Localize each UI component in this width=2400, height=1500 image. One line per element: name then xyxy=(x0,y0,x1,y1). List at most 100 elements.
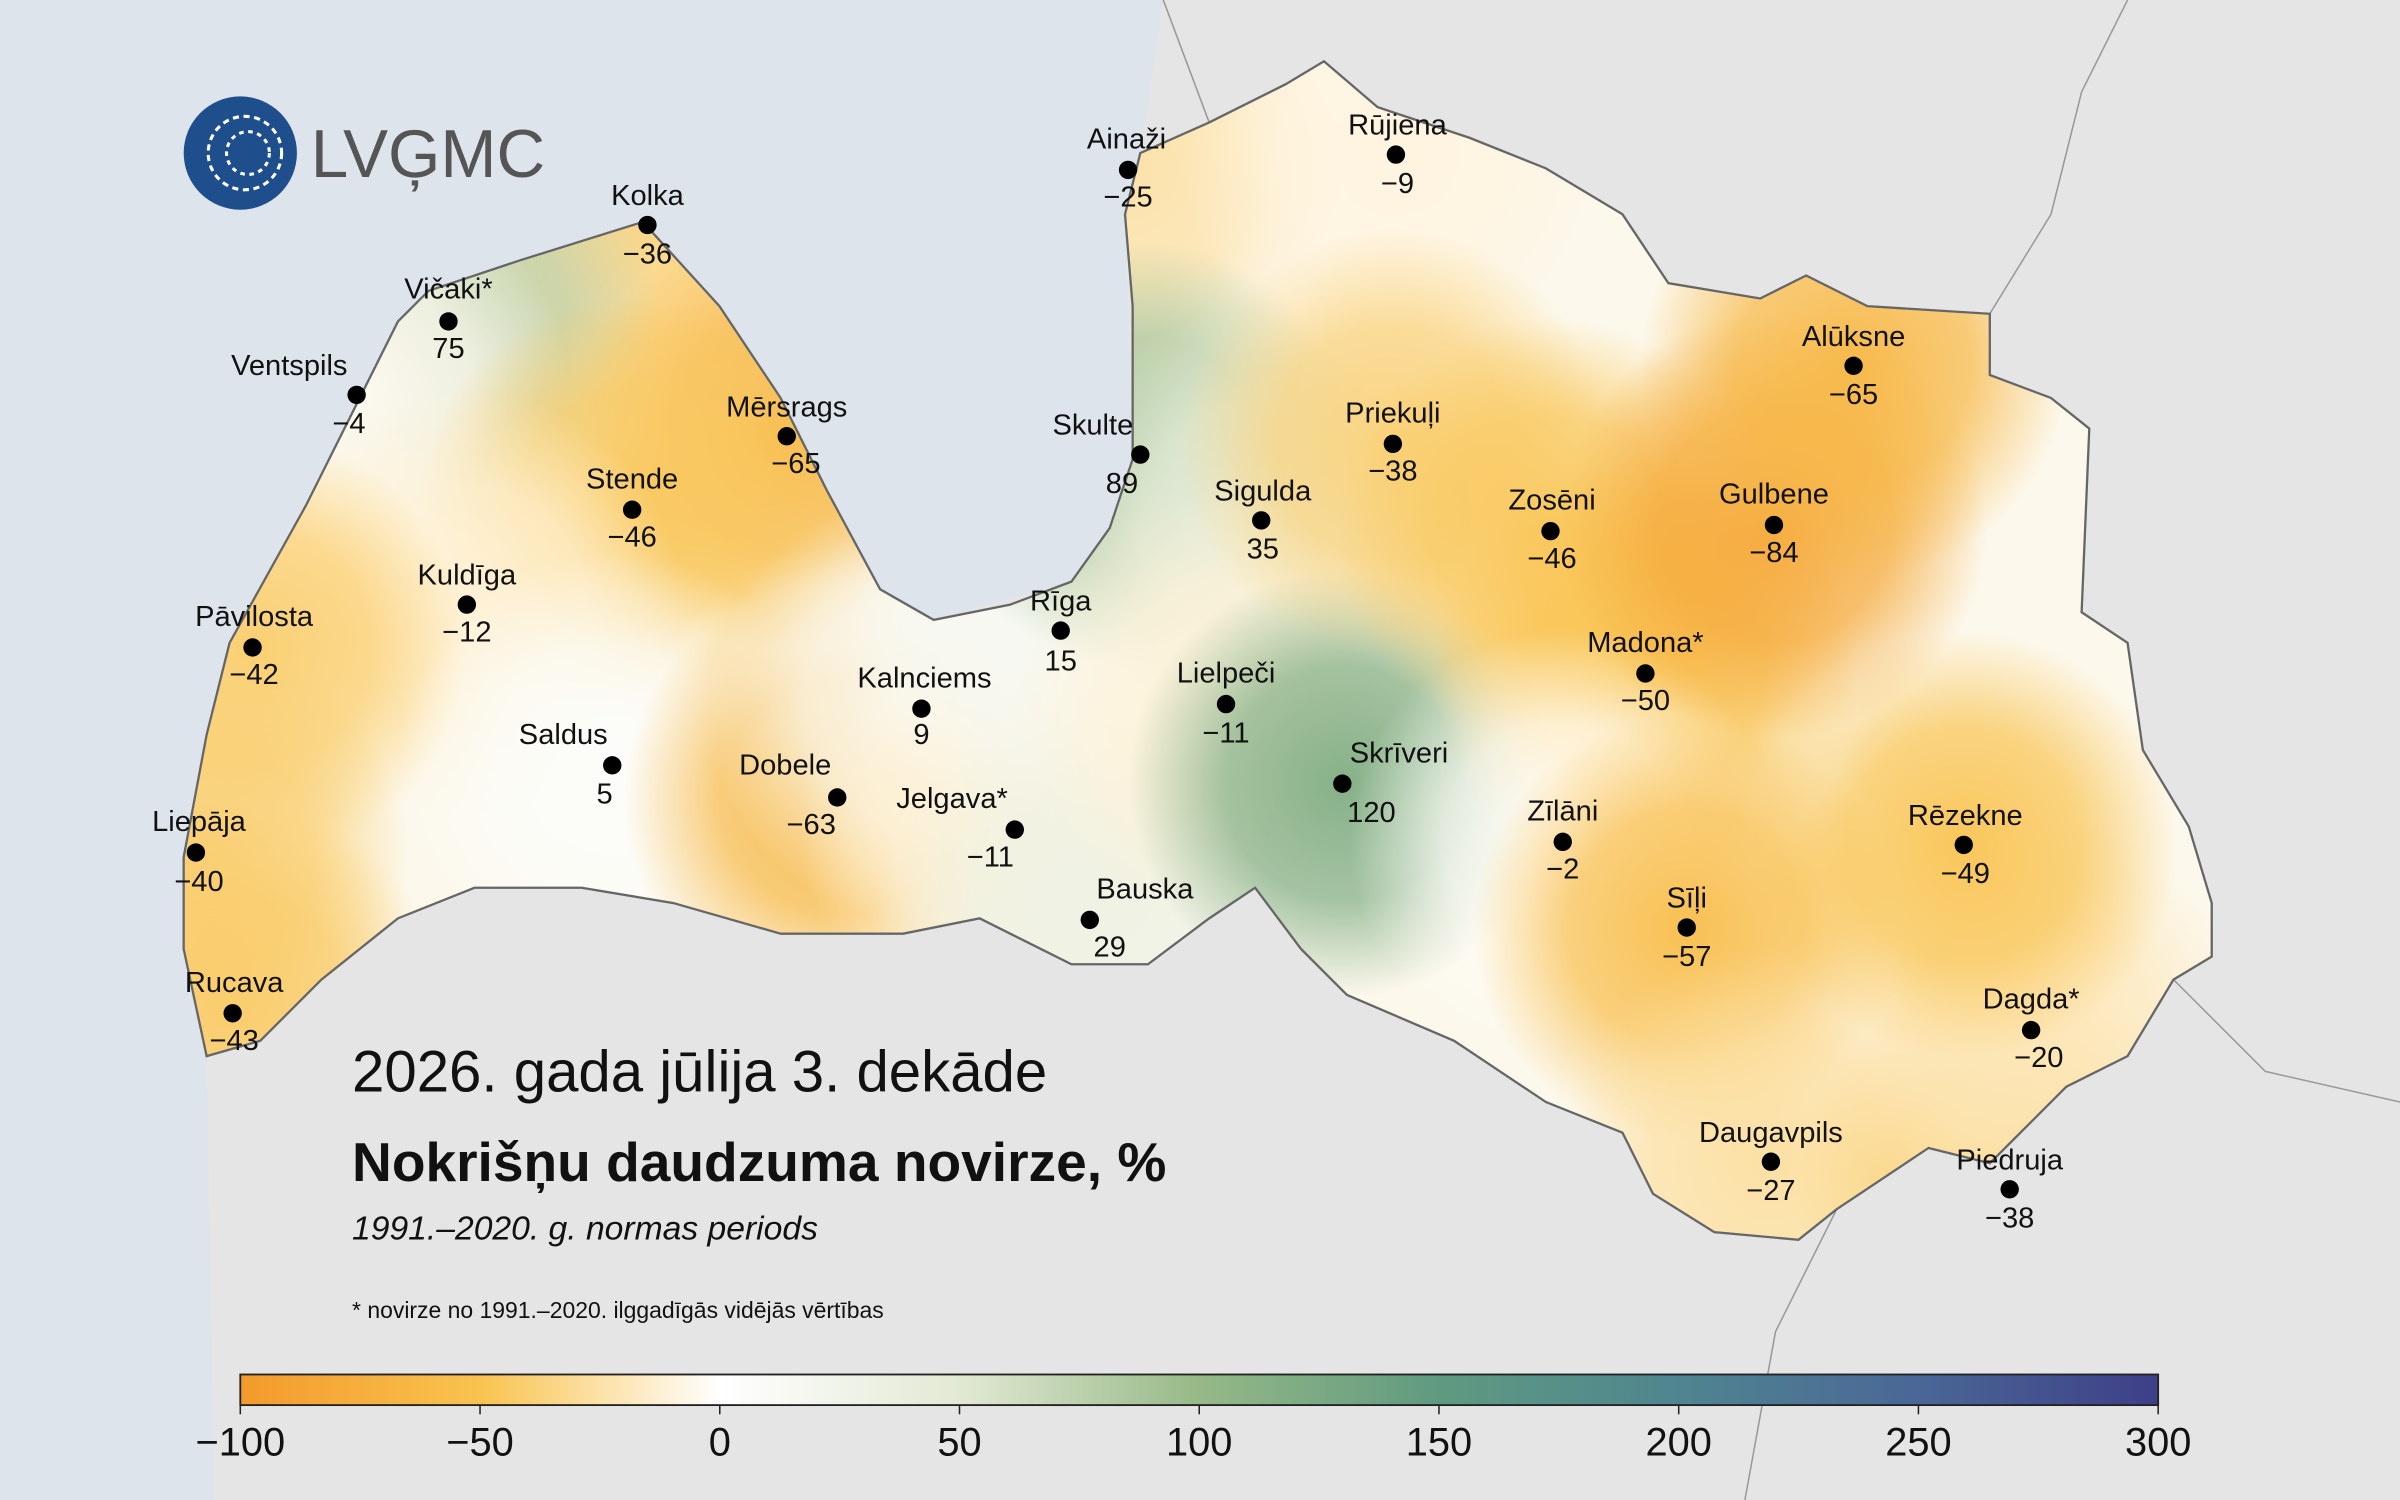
station-name: Stende xyxy=(586,463,678,495)
station-dot xyxy=(638,215,657,235)
station-name: Sigulda xyxy=(1214,476,1312,508)
colorbar-tick-label: 200 xyxy=(1646,1420,1712,1464)
colorbar-tick-label: −50 xyxy=(446,1420,513,1464)
station-value: −11 xyxy=(1202,717,1249,749)
colorbar-tick-label: 50 xyxy=(937,1420,981,1464)
station-value: −12 xyxy=(442,616,491,648)
colorbar xyxy=(239,1373,2160,1407)
station-dot xyxy=(622,500,642,519)
station-dot xyxy=(347,385,366,405)
station-name: Kuldīga xyxy=(418,560,517,592)
station-value: 9 xyxy=(913,719,929,751)
station-dot xyxy=(457,595,477,614)
station-value: −11 xyxy=(967,841,1014,873)
station-value: −46 xyxy=(607,521,656,553)
station-value: −38 xyxy=(1368,456,1417,488)
colorbar-tick-label: 0 xyxy=(709,1420,731,1464)
station-dot xyxy=(1080,910,1099,930)
station-name: Zīlāni xyxy=(1527,795,1598,827)
station-dot xyxy=(186,843,206,862)
station-name: Rūjiena xyxy=(1348,110,1447,142)
border xyxy=(1989,0,2129,315)
station-value: −46 xyxy=(1527,543,1576,575)
sea xyxy=(0,0,1164,1500)
station-value: −42 xyxy=(229,659,278,691)
station-name: Ainaži xyxy=(1087,124,1166,156)
station-name: Jelgava* xyxy=(896,783,1008,815)
station-name: Skrīveri xyxy=(1350,737,1449,769)
colorbar-tick-label: 300 xyxy=(2125,1420,2191,1464)
station-value: −20 xyxy=(2014,1042,2063,1074)
station-name: Skulte xyxy=(1052,410,1133,442)
station-dot xyxy=(1333,774,1352,793)
colorbar-tick-label: 250 xyxy=(1885,1420,1951,1464)
station-dot xyxy=(2021,1020,2041,1040)
station-name: Kolka xyxy=(611,180,685,212)
station-value: −65 xyxy=(771,448,820,480)
station-dot xyxy=(777,427,796,446)
colorbar-tick-label: −100 xyxy=(196,1420,286,1464)
station-dot xyxy=(1954,835,1973,855)
station-value: 120 xyxy=(1347,797,1396,829)
station-name: Liepāja xyxy=(152,806,247,838)
logo-icon xyxy=(183,96,297,210)
station-value: 89 xyxy=(1106,468,1138,500)
station-dot xyxy=(1541,521,1560,541)
station-value: −4 xyxy=(332,408,365,440)
station-dot xyxy=(223,1004,242,1023)
station-name: Kalnciems xyxy=(857,662,991,694)
station-dot xyxy=(1761,1152,1781,1171)
station-value: −84 xyxy=(1749,537,1798,569)
station-name: Rucava xyxy=(185,967,284,999)
station-dot xyxy=(1216,694,1236,714)
station-name: Lielpeči xyxy=(1177,658,1276,690)
period: 1991.–2020. g. normas periods xyxy=(352,1211,818,1248)
colorbar-tick-label: 150 xyxy=(1406,1420,1472,1464)
station-name: Daugavpils xyxy=(1699,1117,1843,1149)
logo-text: LVĢMC xyxy=(311,117,545,192)
border xyxy=(2172,979,2400,1103)
station-dot xyxy=(1677,918,1696,937)
station-name: Bauska xyxy=(1096,874,1194,906)
note: * novirze no 1991.–2020. ilggadīgās vidē… xyxy=(352,1297,884,1323)
station-dot xyxy=(828,788,847,807)
station-name: Rēzekne xyxy=(1908,800,2023,832)
station-dot xyxy=(243,638,262,657)
station-dot xyxy=(1383,434,1403,454)
station-value: −25 xyxy=(1103,182,1152,214)
station-value: −57 xyxy=(1662,941,1711,973)
station-value: −63 xyxy=(787,809,836,841)
station-value: −38 xyxy=(1985,1203,2034,1235)
station-value: −27 xyxy=(1746,1175,1795,1207)
station-dot xyxy=(912,699,931,718)
station-dot xyxy=(1636,664,1655,683)
subtitle: Nokrišņu daudzuma novirze, % xyxy=(352,1131,1166,1194)
station-name: Piedruja xyxy=(1956,1144,2064,1176)
colorbar-tick-label: 100 xyxy=(1166,1420,1232,1464)
station-dot xyxy=(1252,511,1271,530)
station-dot xyxy=(1005,820,1024,839)
station-name: Dagda* xyxy=(1983,984,2080,1016)
station-value: −49 xyxy=(1941,858,1990,890)
station-dot xyxy=(1553,832,1572,852)
station-dot xyxy=(1118,160,1138,180)
station-value: −9 xyxy=(1381,168,1414,200)
station-name: Mērsrags xyxy=(726,391,847,423)
station-name: Rīga xyxy=(1030,586,1092,618)
station-value: −36 xyxy=(623,238,672,270)
logo-icon xyxy=(206,114,284,192)
station-value: −2 xyxy=(1546,854,1579,886)
station-value: −40 xyxy=(174,866,223,898)
station-value: 29 xyxy=(1094,932,1126,964)
logo: LVĢMC xyxy=(183,96,545,210)
station-dot xyxy=(439,312,458,331)
station-name: Sīļi xyxy=(1667,883,1707,915)
station-value: −65 xyxy=(1829,379,1878,411)
station-name: Saldus xyxy=(519,719,608,751)
station-name: Madona* xyxy=(1587,627,1703,659)
station-dot xyxy=(1764,515,1784,535)
station-dot xyxy=(1844,356,1863,375)
station-value: −43 xyxy=(210,1025,259,1057)
station-value: 15 xyxy=(1045,645,1077,677)
station-name: Alūksne xyxy=(1802,321,1905,353)
